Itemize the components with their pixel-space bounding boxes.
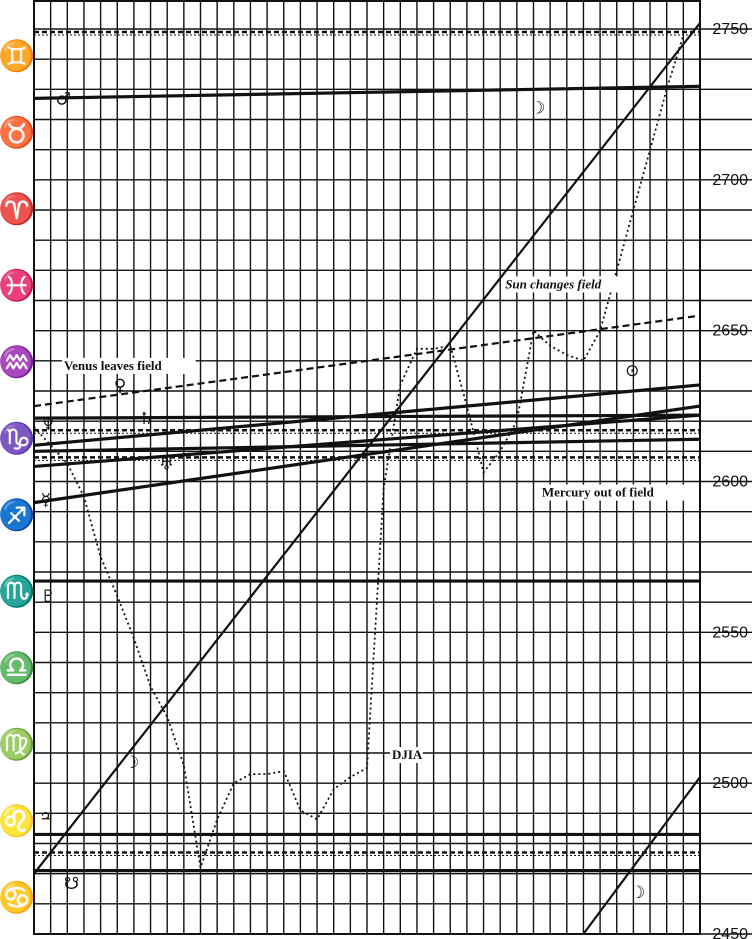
planet-symbol-label: ♇ <box>41 587 56 607</box>
y-tick-label: 2450 <box>712 926 748 939</box>
zodiac-sign-label: ♍ <box>0 727 36 763</box>
moon-marker: ☽ <box>630 883 645 903</box>
annotation-label: Mercury out of field <box>542 485 655 500</box>
planet-lines <box>33 84 701 873</box>
zodiac-sign-label: ♊ <box>0 38 36 74</box>
series-group <box>33 22 701 935</box>
planet-symbol-label: ♂ <box>56 89 71 109</box>
planet-line <box>33 404 701 505</box>
y-tick-label: 2500 <box>712 775 748 792</box>
zodiac-sign-label: ♒ <box>0 344 36 380</box>
chart-grid <box>33 0 752 935</box>
zodiac-sign-labels: ♊ ♉ ♈ ♓ ♒ ♑ ♐ ♏ ♎ ♍ ♌ ♋ <box>0 38 36 916</box>
zodiac-sign-label: ♌ <box>0 803 36 839</box>
moon-marker: ☽ <box>124 753 139 773</box>
annotation-label: Venus leaves field <box>64 358 163 373</box>
reference-lines <box>34 30 700 857</box>
annotation-bg <box>503 276 630 293</box>
planet-symbol-label: ♄ <box>139 409 154 429</box>
annotation-label: Sun changes field <box>505 276 602 291</box>
annotation-bg <box>389 747 423 764</box>
y-tick-label: 2650 <box>712 323 748 340</box>
planet-symbol-label: ☿ <box>41 491 51 511</box>
sun-marker: ⊙ <box>625 361 639 381</box>
y-tick-label: 2550 <box>712 624 748 641</box>
series-line <box>582 776 701 935</box>
zodiac-sign-label: ♑ <box>0 421 36 457</box>
y-tick-label: 2750 <box>712 21 748 38</box>
y-tick-label: 2600 <box>712 474 748 491</box>
zodiac-sign-label: ♉ <box>0 115 36 151</box>
planet-symbol-label: ♆ <box>41 415 56 435</box>
planet-line <box>33 84 701 100</box>
annotation-bg <box>539 484 688 501</box>
zodiac-sign-label: ♈ <box>0 191 36 227</box>
planet-symbol-label: ☋ <box>64 874 79 894</box>
planet-line <box>33 437 701 453</box>
chart-annotations: Venus leaves field Sun changes field Mercu… <box>39 89 688 903</box>
moon-marker: ☽ <box>530 98 545 118</box>
zodiac-sign-label: ♎ <box>0 650 36 686</box>
annotation-bg <box>61 357 196 374</box>
zodiac-sign-label: ♏ <box>0 574 36 610</box>
zodiac-sign-label: ♋ <box>0 880 36 916</box>
y-tick-labels: 2450 2500 2550 2600 2650 2700 2750 <box>712 21 748 939</box>
series-line <box>33 314 701 408</box>
planet-symbol-label: ♀ <box>114 376 126 396</box>
plot-frame <box>33 0 701 935</box>
series-line <box>33 34 685 868</box>
annotation-label: DJIA <box>392 747 423 762</box>
zodiac-sign-label: ♓ <box>0 268 36 304</box>
series-line <box>33 22 701 875</box>
planet-symbol-label: ♃ <box>39 807 54 827</box>
zodiac-sign-label: ♐ <box>0 497 36 533</box>
y-tick-label: 2700 <box>712 172 748 189</box>
planet-line <box>33 383 701 447</box>
planet-symbol-label: ♅ <box>159 454 174 474</box>
